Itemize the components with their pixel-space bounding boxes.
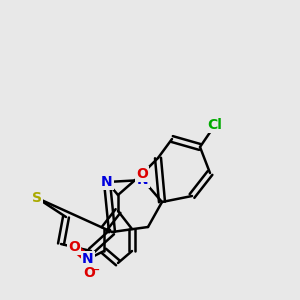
Text: −: − [91, 265, 101, 275]
Text: S: S [32, 191, 42, 205]
Text: O: O [68, 240, 80, 254]
Text: O: O [83, 266, 95, 280]
Text: N: N [82, 252, 94, 266]
Text: N: N [137, 173, 149, 187]
Text: Cl: Cl [208, 118, 222, 132]
Text: O: O [136, 167, 148, 181]
Text: N: N [101, 175, 113, 189]
